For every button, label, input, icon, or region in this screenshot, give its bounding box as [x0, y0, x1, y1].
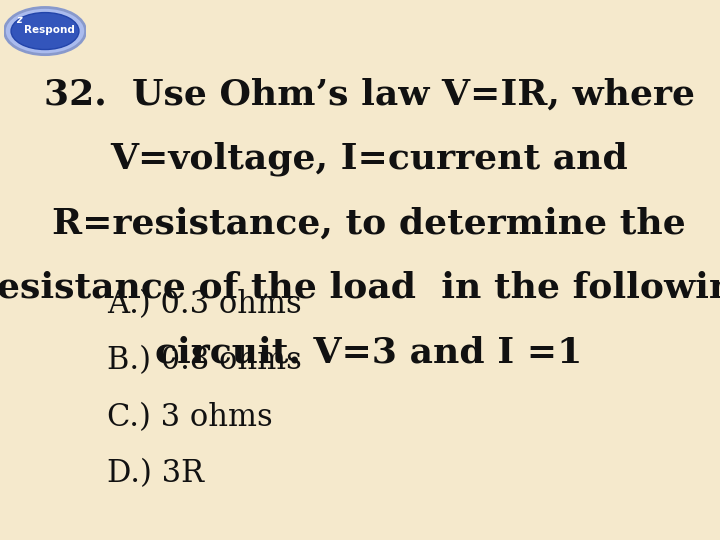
Text: C.) 3 ohms: C.) 3 ohms [107, 402, 272, 433]
Text: V=voltage, I=current and: V=voltage, I=current and [110, 141, 628, 176]
Text: R=resistance, to determine the: R=resistance, to determine the [52, 206, 686, 240]
Text: 32.  Use Ohm’s law V=IR, where: 32. Use Ohm’s law V=IR, where [43, 77, 695, 111]
Text: z: z [16, 15, 22, 25]
Text: A.) 0.3 ohms: A.) 0.3 ohms [107, 289, 302, 320]
Text: D.) 3R: D.) 3R [107, 458, 204, 489]
Ellipse shape [11, 12, 79, 50]
Text: B.) 0.8 ohms: B.) 0.8 ohms [107, 346, 302, 376]
Ellipse shape [4, 8, 86, 55]
Text: Respond: Respond [24, 25, 75, 35]
Text: circuit. V=3 and I =1: circuit. V=3 and I =1 [156, 335, 582, 369]
Text: resistance of the load  in the following: resistance of the load in the following [0, 271, 720, 305]
